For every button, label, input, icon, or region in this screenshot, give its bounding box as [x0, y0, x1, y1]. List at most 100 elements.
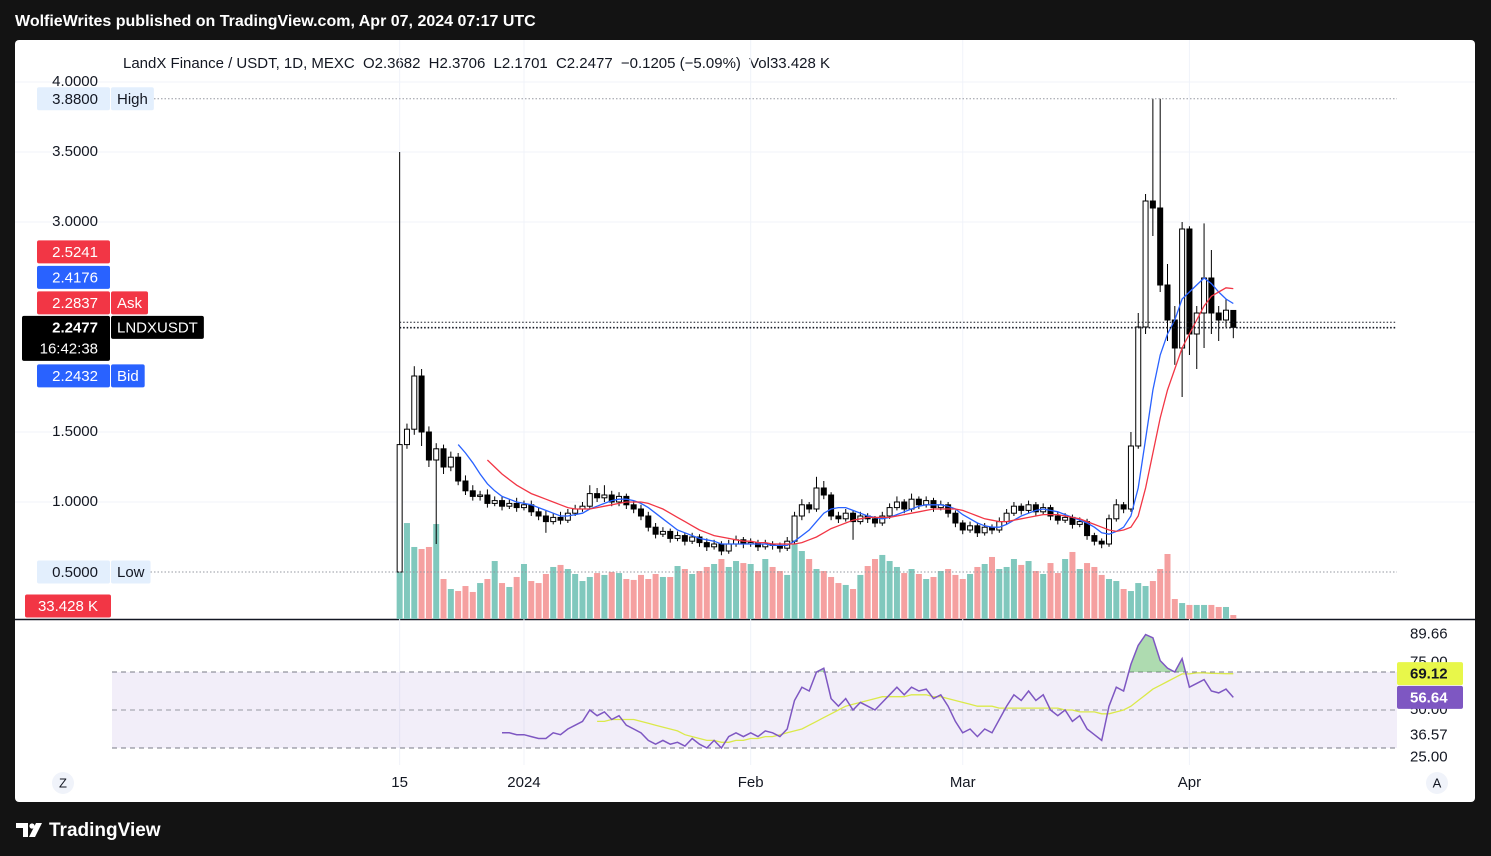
candle-body: [557, 516, 564, 521]
candle-body: [798, 504, 805, 517]
price-badge-tag-label: Low: [117, 564, 145, 581]
candle-body: [564, 512, 571, 521]
y-tick-label: 3.0000: [52, 213, 98, 230]
publish-header: WolfieWrites published on TradingView.co…: [15, 13, 536, 30]
volume-bar: [637, 574, 644, 619]
volume-bar: [718, 559, 725, 619]
volume-bar: [579, 581, 586, 619]
volume-bar: [557, 564, 564, 619]
volume-bar: [1003, 566, 1010, 619]
candle-body: [696, 536, 703, 544]
volume-bar: [988, 556, 995, 619]
volume-bar: [659, 576, 666, 619]
candle-body: [674, 535, 681, 539]
candle-body: [542, 515, 549, 523]
price-badge-label: 3.8800: [52, 91, 98, 108]
candle-body: [645, 515, 652, 528]
volume-bar: [1010, 559, 1017, 619]
y-tick-label: 1.5000: [52, 423, 98, 440]
price-badge-tag: [111, 560, 151, 584]
volume-bar: [564, 569, 571, 619]
volume-bar: [820, 571, 827, 619]
volume-bar: [1157, 569, 1164, 619]
volume-bar: [1201, 604, 1208, 619]
candle-body: [967, 525, 974, 531]
volume-bar: [711, 564, 718, 619]
candle-body: [1135, 326, 1142, 447]
volume-bar: [952, 574, 959, 619]
candle-body: [1025, 504, 1032, 511]
volume-bar: [1179, 603, 1186, 619]
volume-bar: [806, 559, 813, 619]
volume-bar: [433, 524, 440, 619]
volume-bar: [915, 574, 922, 619]
candle-body: [681, 535, 688, 542]
candle-body: [594, 493, 601, 499]
volume-bar: [798, 551, 805, 619]
candle-body: [850, 512, 857, 523]
candle-body: [703, 542, 710, 548]
candle-body: [725, 543, 732, 552]
volume-bar: [1164, 554, 1171, 619]
volume-bar: [1135, 583, 1142, 619]
candle-body: [1164, 284, 1171, 321]
candle-body: [871, 518, 878, 524]
volume-bar: [667, 576, 674, 619]
candle-body: [996, 521, 1003, 531]
candle-body: [981, 526, 988, 534]
volume-bar: [930, 576, 937, 619]
candle-body: [835, 515, 842, 520]
volume-bar: [1069, 551, 1076, 619]
candle-body: [893, 501, 900, 509]
candle-body: [652, 526, 659, 535]
axis-button-label: A: [1433, 775, 1442, 790]
price-badge: [37, 87, 110, 111]
price-badge-label: 0.5000: [52, 564, 98, 581]
volume-bar: [791, 544, 798, 619]
candle-body: [1003, 512, 1010, 523]
price-pane: [396, 98, 1237, 619]
legend-symbol: LandX Finance / USDT, 1D, MEXC: [123, 55, 355, 72]
rsi-line: [502, 633, 1234, 750]
volume-bar: [981, 564, 988, 619]
candle-body: [469, 490, 476, 497]
volume-bar: [520, 564, 527, 619]
price-badge-label: 2.2477: [52, 319, 98, 336]
volume-badge-label: 33.428 K: [38, 598, 98, 615]
volume-bar: [674, 566, 681, 619]
volume-bar: [725, 566, 732, 619]
volume-bar: [850, 589, 857, 619]
volume-bar: [396, 571, 403, 619]
volume-bar: [996, 569, 1003, 619]
y2-tick-label: 36.57: [1410, 726, 1448, 743]
volume-bar: [542, 574, 549, 619]
y2-tick-label: 25.00: [1410, 748, 1448, 765]
candle-body: [1120, 504, 1127, 510]
rsi-badge: [1397, 685, 1463, 709]
volume-bar: [733, 561, 740, 619]
volume-bar: [440, 579, 447, 619]
axis-button[interactable]: [1426, 772, 1448, 794]
candle-body: [1010, 505, 1017, 514]
candle-body: [586, 493, 593, 507]
price-badge-tag-label: Ask: [117, 295, 143, 312]
axis-button-label: Z: [59, 775, 67, 790]
candle-body: [535, 511, 542, 517]
volume-bar: [893, 566, 900, 619]
volume-bar: [813, 569, 820, 619]
candle-body: [447, 456, 454, 468]
axis-button[interactable]: [52, 772, 74, 794]
candle-body: [520, 504, 527, 509]
volume-bar: [747, 564, 754, 619]
volume-bar: [754, 571, 761, 619]
candle-body: [930, 500, 937, 509]
legend: LandX Finance / USDT, 1D, MEXC O2.3682 H…: [123, 55, 830, 72]
candle-body: [806, 504, 813, 510]
volume-bar: [762, 559, 769, 619]
candle-body: [1098, 540, 1105, 545]
price-badge-tag-label: High: [117, 91, 148, 108]
legend-close: C2.2477: [556, 55, 613, 72]
y-tick-label: 1.0000: [52, 493, 98, 510]
price-badge-tag: [111, 87, 154, 111]
